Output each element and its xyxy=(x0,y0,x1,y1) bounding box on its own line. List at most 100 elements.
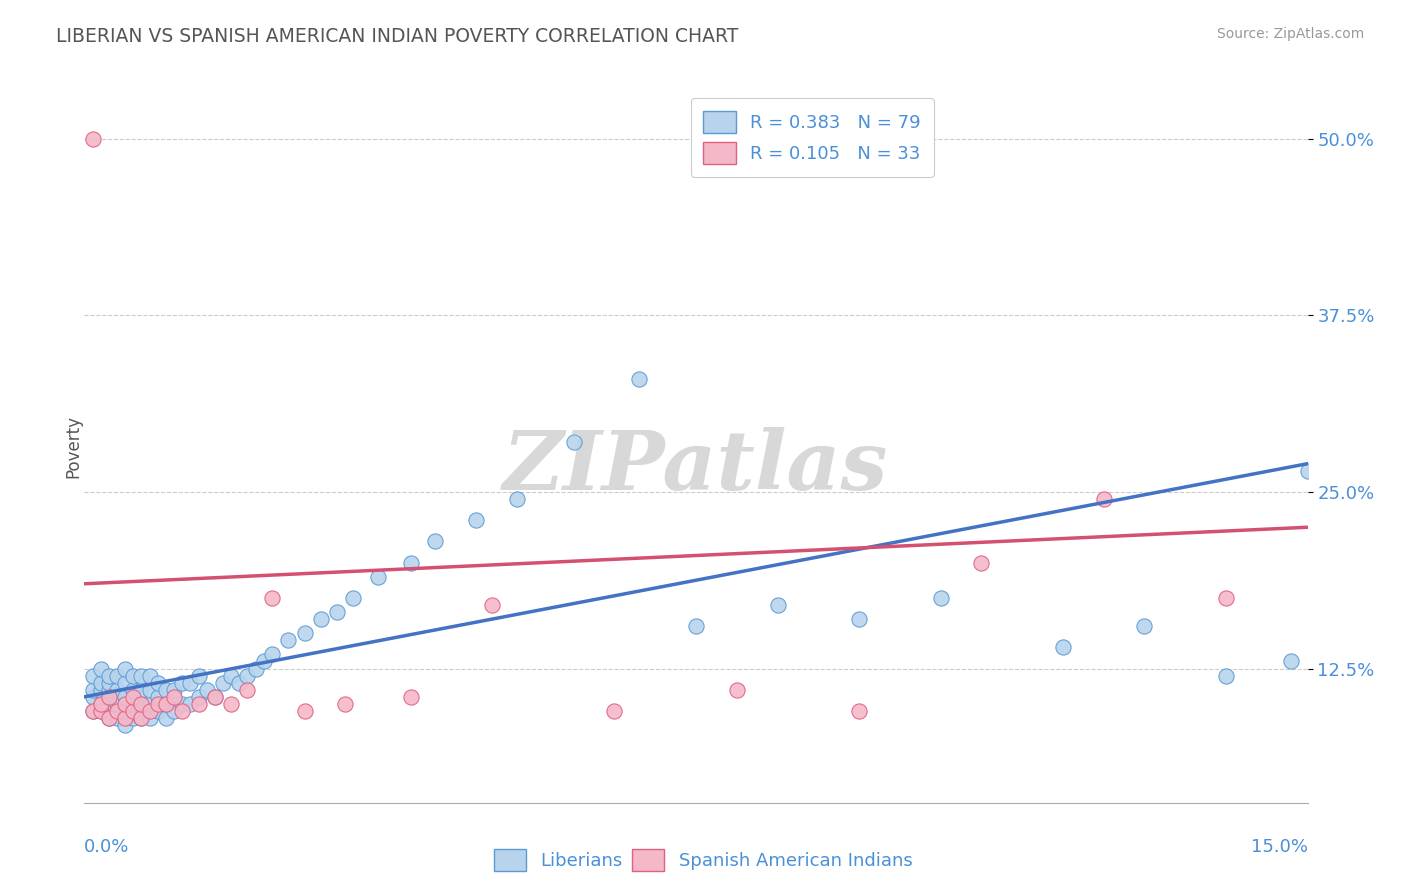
Point xyxy=(146,690,169,704)
Text: Source: ZipAtlas.com: Source: ZipAtlas.com xyxy=(1216,27,1364,41)
Point xyxy=(105,711,128,725)
Point xyxy=(105,704,128,718)
Point xyxy=(335,697,357,711)
Point xyxy=(423,534,446,549)
Point xyxy=(179,697,201,711)
Point xyxy=(97,697,120,711)
Point xyxy=(155,697,177,711)
Point xyxy=(82,690,104,704)
Point xyxy=(1296,464,1319,478)
Point xyxy=(685,619,707,633)
Point xyxy=(82,704,104,718)
Point xyxy=(122,711,145,725)
Point xyxy=(131,697,153,711)
Point xyxy=(294,704,316,718)
Y-axis label: Poverty: Poverty xyxy=(65,415,82,477)
Point xyxy=(1052,640,1074,655)
Point xyxy=(627,372,650,386)
Point xyxy=(97,711,120,725)
Point xyxy=(399,556,422,570)
Point xyxy=(131,711,153,725)
Point xyxy=(179,675,201,690)
Point xyxy=(155,682,177,697)
Point xyxy=(228,675,250,690)
Point xyxy=(131,697,153,711)
Point xyxy=(138,682,160,697)
Point xyxy=(82,668,104,682)
Point xyxy=(105,682,128,697)
Point xyxy=(97,668,120,682)
Point xyxy=(146,697,169,711)
Point xyxy=(122,704,145,718)
Point xyxy=(131,711,153,725)
Point xyxy=(236,668,259,682)
Point xyxy=(277,633,299,648)
Point xyxy=(114,690,136,704)
Point xyxy=(90,704,112,718)
Point xyxy=(82,704,104,718)
Text: LIBERIAN VS SPANISH AMERICAN INDIAN POVERTY CORRELATION CHART: LIBERIAN VS SPANISH AMERICAN INDIAN POVE… xyxy=(56,27,738,45)
Point xyxy=(505,491,527,506)
Point xyxy=(122,682,145,697)
Point xyxy=(105,668,128,682)
Point xyxy=(114,662,136,676)
Point xyxy=(294,626,316,640)
Point xyxy=(562,435,585,450)
Point xyxy=(122,690,145,704)
Point xyxy=(187,697,209,711)
Point xyxy=(766,598,789,612)
Point xyxy=(204,690,226,704)
Point xyxy=(367,570,389,584)
Point xyxy=(131,682,153,697)
Point xyxy=(90,675,112,690)
Point xyxy=(212,675,235,690)
Point xyxy=(90,697,112,711)
Point xyxy=(1133,619,1156,633)
Point xyxy=(146,675,169,690)
Point xyxy=(97,675,120,690)
Point xyxy=(342,591,364,605)
Point xyxy=(163,704,186,718)
Text: ZIPatlas: ZIPatlas xyxy=(503,427,889,508)
Point xyxy=(138,711,160,725)
Point xyxy=(82,131,104,145)
Point xyxy=(90,697,112,711)
Point xyxy=(399,690,422,704)
Point xyxy=(187,668,209,682)
Point xyxy=(122,697,145,711)
Point xyxy=(1215,668,1237,682)
Point xyxy=(114,711,136,725)
Point xyxy=(1279,655,1302,669)
Point xyxy=(309,612,332,626)
Point xyxy=(97,711,120,725)
Point xyxy=(146,704,169,718)
Point xyxy=(122,668,145,682)
Point xyxy=(114,697,136,711)
Point xyxy=(114,675,136,690)
Point xyxy=(138,697,160,711)
Point xyxy=(219,697,242,711)
Point xyxy=(260,591,283,605)
Point xyxy=(90,704,112,718)
Point xyxy=(97,682,120,697)
Point xyxy=(163,682,186,697)
Point xyxy=(131,668,153,682)
Point xyxy=(236,682,259,697)
Point xyxy=(1215,591,1237,605)
Point xyxy=(90,662,112,676)
Point xyxy=(245,662,267,676)
Text: 15.0%: 15.0% xyxy=(1250,838,1308,856)
Point xyxy=(260,648,283,662)
Point xyxy=(155,711,177,725)
Point xyxy=(603,704,626,718)
Point xyxy=(970,556,993,570)
Point xyxy=(195,682,218,697)
Point xyxy=(1092,491,1115,506)
Point xyxy=(114,704,136,718)
Point xyxy=(725,682,748,697)
Point xyxy=(204,690,226,704)
Point xyxy=(253,655,276,669)
Point xyxy=(464,513,486,527)
Point xyxy=(82,682,104,697)
Point xyxy=(929,591,952,605)
